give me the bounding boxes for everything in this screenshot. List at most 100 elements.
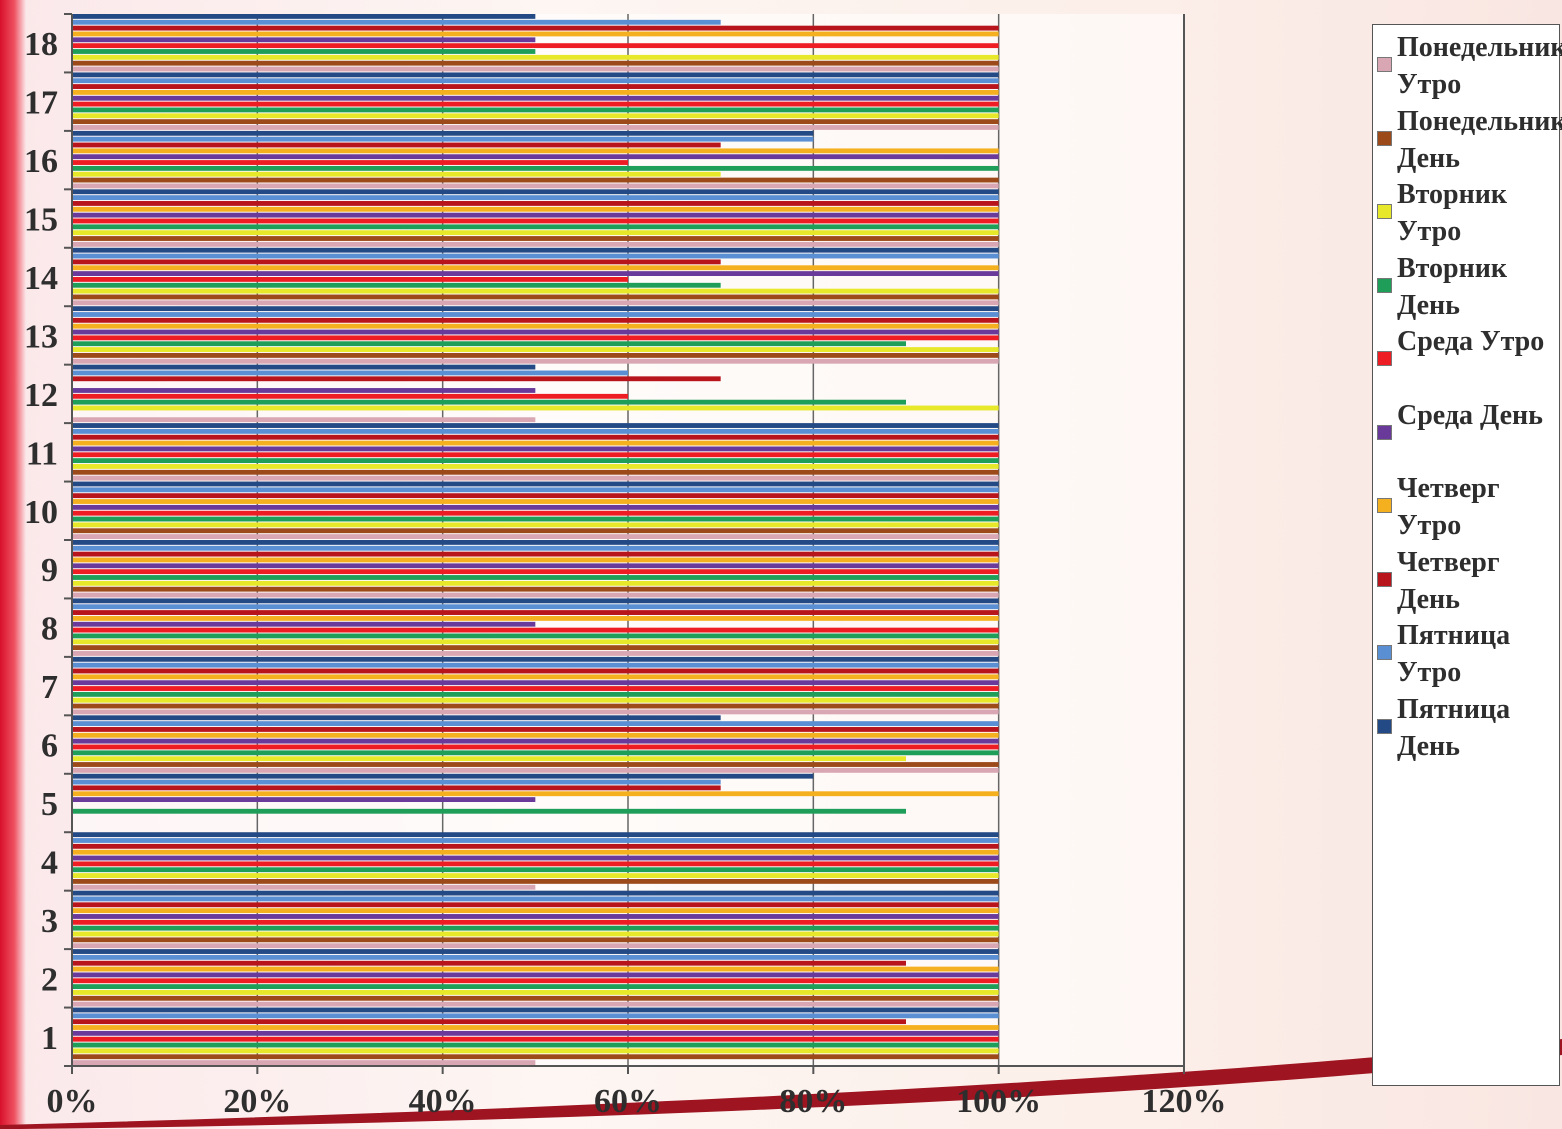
bar: [72, 183, 999, 189]
bar: [72, 750, 999, 756]
bar: [72, 230, 999, 236]
bar: [72, 960, 906, 966]
legend-label: Пятница День: [1397, 693, 1511, 762]
bar: [72, 446, 999, 452]
bar: [72, 189, 999, 195]
legend-label: Среда Утро: [1397, 326, 1545, 357]
bar: [72, 171, 721, 177]
bar: [72, 855, 999, 861]
legend-item: Вторник День: [1373, 250, 1561, 324]
bar: [72, 335, 999, 341]
bar: [72, 78, 999, 84]
bar: [72, 399, 906, 405]
bar: [72, 633, 999, 639]
bar: [72, 66, 999, 72]
bar: [72, 540, 999, 545]
bar: [72, 195, 999, 201]
legend-swatch: [1377, 204, 1392, 219]
bar: [72, 1060, 536, 1065]
bar: [72, 393, 628, 399]
bar: [72, 691, 999, 697]
bar: [72, 277, 628, 282]
legend-swatch: [1377, 645, 1392, 660]
bar: [72, 878, 999, 884]
bar: [72, 14, 536, 19]
bar: [72, 966, 999, 972]
bar: [72, 241, 999, 247]
bar: [72, 522, 999, 528]
y-tick-label: 4: [41, 844, 58, 881]
x-tick-label: 120%: [1142, 1083, 1227, 1120]
legend-item: Среда День: [1373, 397, 1561, 471]
bar: [72, 101, 999, 107]
bar: [72, 534, 999, 539]
bar: [72, 563, 999, 569]
bar: [72, 545, 999, 551]
bar: [72, 978, 999, 984]
y-tick-label: 18: [24, 26, 58, 63]
legend-item: Пятница Утро: [1373, 617, 1561, 691]
bar: [72, 592, 999, 598]
legend-item: Четверг Утро: [1373, 470, 1561, 544]
bar: [72, 347, 999, 352]
legend-swatch: [1377, 424, 1392, 440]
legend-item: Вторник Утро: [1373, 176, 1561, 250]
x-tick-label: 20%: [223, 1083, 291, 1120]
bars: [72, 14, 999, 1065]
bar: [72, 838, 999, 843]
y-tick-label: 2: [41, 961, 58, 998]
bar: [72, 598, 999, 604]
bar: [72, 423, 999, 428]
legend-label: Вторник День: [1397, 252, 1508, 321]
bar: [72, 1030, 999, 1036]
bar: [72, 288, 999, 294]
legend-item: Понедельник День: [1373, 103, 1562, 177]
bar: [72, 464, 999, 469]
bar: [72, 54, 999, 60]
bar: [72, 744, 999, 750]
bar: [72, 160, 628, 165]
bar: [72, 107, 999, 113]
legend-label: Четверг День: [1397, 546, 1500, 615]
legend-label: Вторник Утро: [1397, 179, 1508, 247]
bar: [72, 984, 999, 990]
legend-label: Среда День: [1397, 399, 1543, 431]
bar: [72, 201, 999, 206]
bar: [72, 177, 999, 183]
bar: [72, 1007, 999, 1013]
y-tick-label: 1: [41, 1020, 58, 1057]
y-tick-label: 9: [41, 552, 58, 589]
bar: [72, 136, 814, 142]
bar: [72, 510, 999, 516]
bar: [72, 271, 999, 276]
bar: [72, 849, 999, 855]
bar: [72, 715, 721, 721]
bar: [72, 206, 999, 212]
bar: [72, 645, 999, 651]
bar: [72, 481, 999, 487]
bar: [72, 1048, 999, 1054]
x-tick-labels: 0% 20% 40% 60% 80% 100% 120%: [47, 1083, 1227, 1120]
bar: [72, 651, 999, 656]
bar: [72, 832, 999, 838]
legend-swatch: [1377, 130, 1392, 146]
bar: [72, 1019, 906, 1025]
bar: [72, 709, 999, 715]
bar: [72, 896, 999, 902]
bar: [72, 697, 999, 703]
bar: [72, 738, 999, 744]
bar: [72, 919, 999, 925]
y-tick-label: 10: [24, 494, 58, 531]
bar: [72, 405, 999, 411]
legend-item: Среда Утро: [1373, 323, 1561, 397]
bar: [72, 721, 999, 727]
bar: [72, 452, 999, 458]
bar: [72, 580, 999, 586]
bar: [72, 89, 999, 95]
bar: [72, 569, 999, 575]
bar: [72, 528, 999, 534]
bar: [72, 428, 999, 434]
bar: [72, 808, 906, 814]
legend-swatch: [1377, 571, 1392, 587]
